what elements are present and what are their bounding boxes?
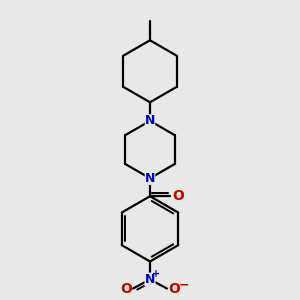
Text: N: N xyxy=(145,273,155,286)
Text: +: + xyxy=(152,269,160,279)
Text: O: O xyxy=(172,189,184,203)
Text: −: − xyxy=(179,278,189,291)
Text: N: N xyxy=(145,172,155,185)
Text: O: O xyxy=(120,282,132,296)
Text: N: N xyxy=(145,114,155,128)
Text: O: O xyxy=(168,282,180,296)
